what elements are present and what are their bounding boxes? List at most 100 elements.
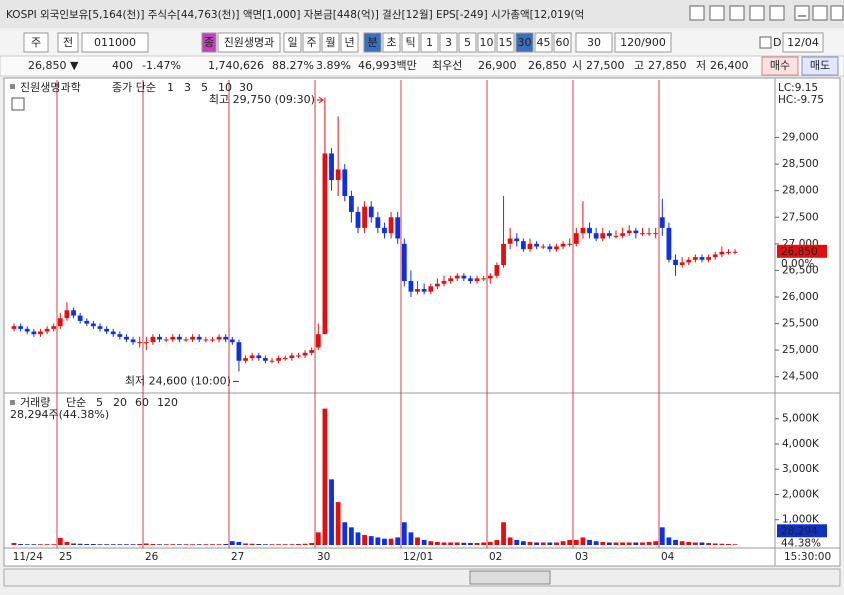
ma-label: 60 [135, 396, 149, 409]
candle-body [110, 331, 116, 335]
market-select[interactable]: 주 [31, 36, 41, 49]
period-button[interactable]: 분 [367, 36, 377, 49]
buy-button[interactable] [761, 56, 799, 76]
sell-label[interactable]: 매도 [810, 59, 830, 72]
candle-body [474, 278, 480, 282]
interval-button-box[interactable] [420, 32, 439, 53]
candle-body [223, 336, 229, 340]
period-button-box[interactable] [283, 32, 302, 53]
period-button[interactable]: 틱 [405, 36, 415, 49]
candle-body [454, 275, 460, 279]
volume-bar [434, 541, 440, 545]
market-select-box[interactable] [23, 32, 49, 53]
candle-body [296, 355, 301, 357]
date-input-box[interactable] [782, 32, 824, 53]
candle-body [606, 233, 612, 236]
volume-bar [421, 539, 427, 545]
interval-select-box[interactable] [575, 32, 613, 53]
y-tick-label: 28,000 [782, 185, 819, 197]
volume-bar [236, 541, 242, 545]
period-button[interactable]: 주 [306, 36, 316, 49]
y-tick-label: 28,500 [782, 158, 819, 170]
tag[interactable]: 종 [204, 36, 214, 49]
period-button[interactable]: 년 [344, 36, 354, 49]
date-input[interactable]: 12/04 [787, 36, 819, 49]
quote-low-label: 저 [696, 59, 706, 72]
period-button-box[interactable] [321, 32, 340, 53]
candle-body [342, 169, 348, 196]
time-label: 15:30:00 [784, 551, 831, 563]
candle-body [567, 243, 573, 245]
volume-bar [203, 544, 209, 545]
period-button-box[interactable] [363, 32, 382, 53]
volume-bar [342, 522, 348, 545]
interval-button[interactable]: 15 [499, 36, 513, 49]
quote-price: 26,850 [28, 59, 67, 72]
interval-button-box[interactable] [439, 32, 458, 53]
ma-label: 30 [239, 81, 253, 94]
code-input[interactable]: 011000 [94, 36, 136, 49]
volume-bar [223, 543, 229, 545]
volume-bar [706, 542, 712, 545]
interval-button-box[interactable] [496, 32, 515, 53]
volume-bar [554, 542, 559, 545]
interval-button[interactable]: 5 [464, 36, 471, 49]
interval-button-box[interactable] [515, 32, 534, 53]
candle-body [428, 286, 434, 292]
buy-label[interactable]: 매수 [770, 59, 790, 72]
interval-button[interactable]: 1 [426, 36, 433, 49]
stock-name[interactable]: 진원생명과 [224, 36, 275, 49]
period-button-box[interactable] [302, 32, 321, 53]
period-button-box[interactable] [340, 32, 359, 53]
volume-bar [375, 537, 381, 545]
interval-button[interactable]: 10 [480, 36, 494, 49]
y-tick-label: 5,000K [782, 413, 820, 425]
candle-body [620, 233, 626, 236]
interval-button-box[interactable] [553, 32, 572, 53]
volume-bar [11, 542, 17, 545]
ref-select[interactable]: 전 [63, 36, 73, 49]
interval-button[interactable]: 45 [537, 36, 551, 49]
panel-name: 진원생명과학 [20, 81, 81, 94]
x-tick-label: 26 [145, 551, 159, 563]
period-button[interactable]: 일 [287, 35, 297, 49]
volume-bar [600, 541, 606, 545]
indicator-name: 단순 [66, 396, 86, 409]
period-button[interactable]: 월 [325, 36, 335, 49]
ref-select-box[interactable] [57, 32, 79, 53]
candle-body [249, 355, 255, 359]
candle-body [348, 195, 354, 212]
volume-bar [243, 543, 248, 545]
count-input[interactable]: 120/900 [620, 36, 666, 49]
candle-body [388, 217, 394, 234]
interval-button-box[interactable] [534, 32, 553, 53]
period-button[interactable]: 초 [386, 36, 396, 49]
period-button-box[interactable] [401, 32, 420, 53]
sell-button[interactable] [801, 56, 839, 76]
volume-bar [408, 532, 414, 545]
ma-label: 5 [201, 81, 208, 94]
tag-box[interactable] [201, 32, 217, 53]
scroll-bar[interactable] [3, 568, 841, 587]
code-input-box[interactable] [81, 32, 149, 53]
checkbox[interactable] [759, 36, 772, 49]
scroll-controls[interactable] [469, 570, 551, 585]
period-button-box[interactable] [382, 32, 401, 53]
interval-select[interactable]: 30 [587, 36, 601, 49]
stock-name-box[interactable] [217, 32, 281, 53]
interval-button-box[interactable] [458, 32, 477, 53]
interval-button[interactable]: 3 [445, 36, 452, 49]
count-input-box[interactable] [614, 32, 672, 53]
candle-body [117, 334, 123, 337]
candle-body [368, 206, 374, 218]
interval-button[interactable]: 60 [556, 36, 570, 49]
candle-body [461, 275, 467, 279]
candle-body [448, 278, 454, 282]
window-buttons[interactable] [689, 5, 844, 21]
candle-body [262, 358, 268, 361]
interval-button-box[interactable] [477, 32, 496, 53]
volume-bar [620, 542, 626, 545]
candle-body [487, 275, 493, 279]
y-tick-label: 25,000 [782, 344, 819, 356]
interval-button[interactable]: 30 [518, 36, 532, 49]
